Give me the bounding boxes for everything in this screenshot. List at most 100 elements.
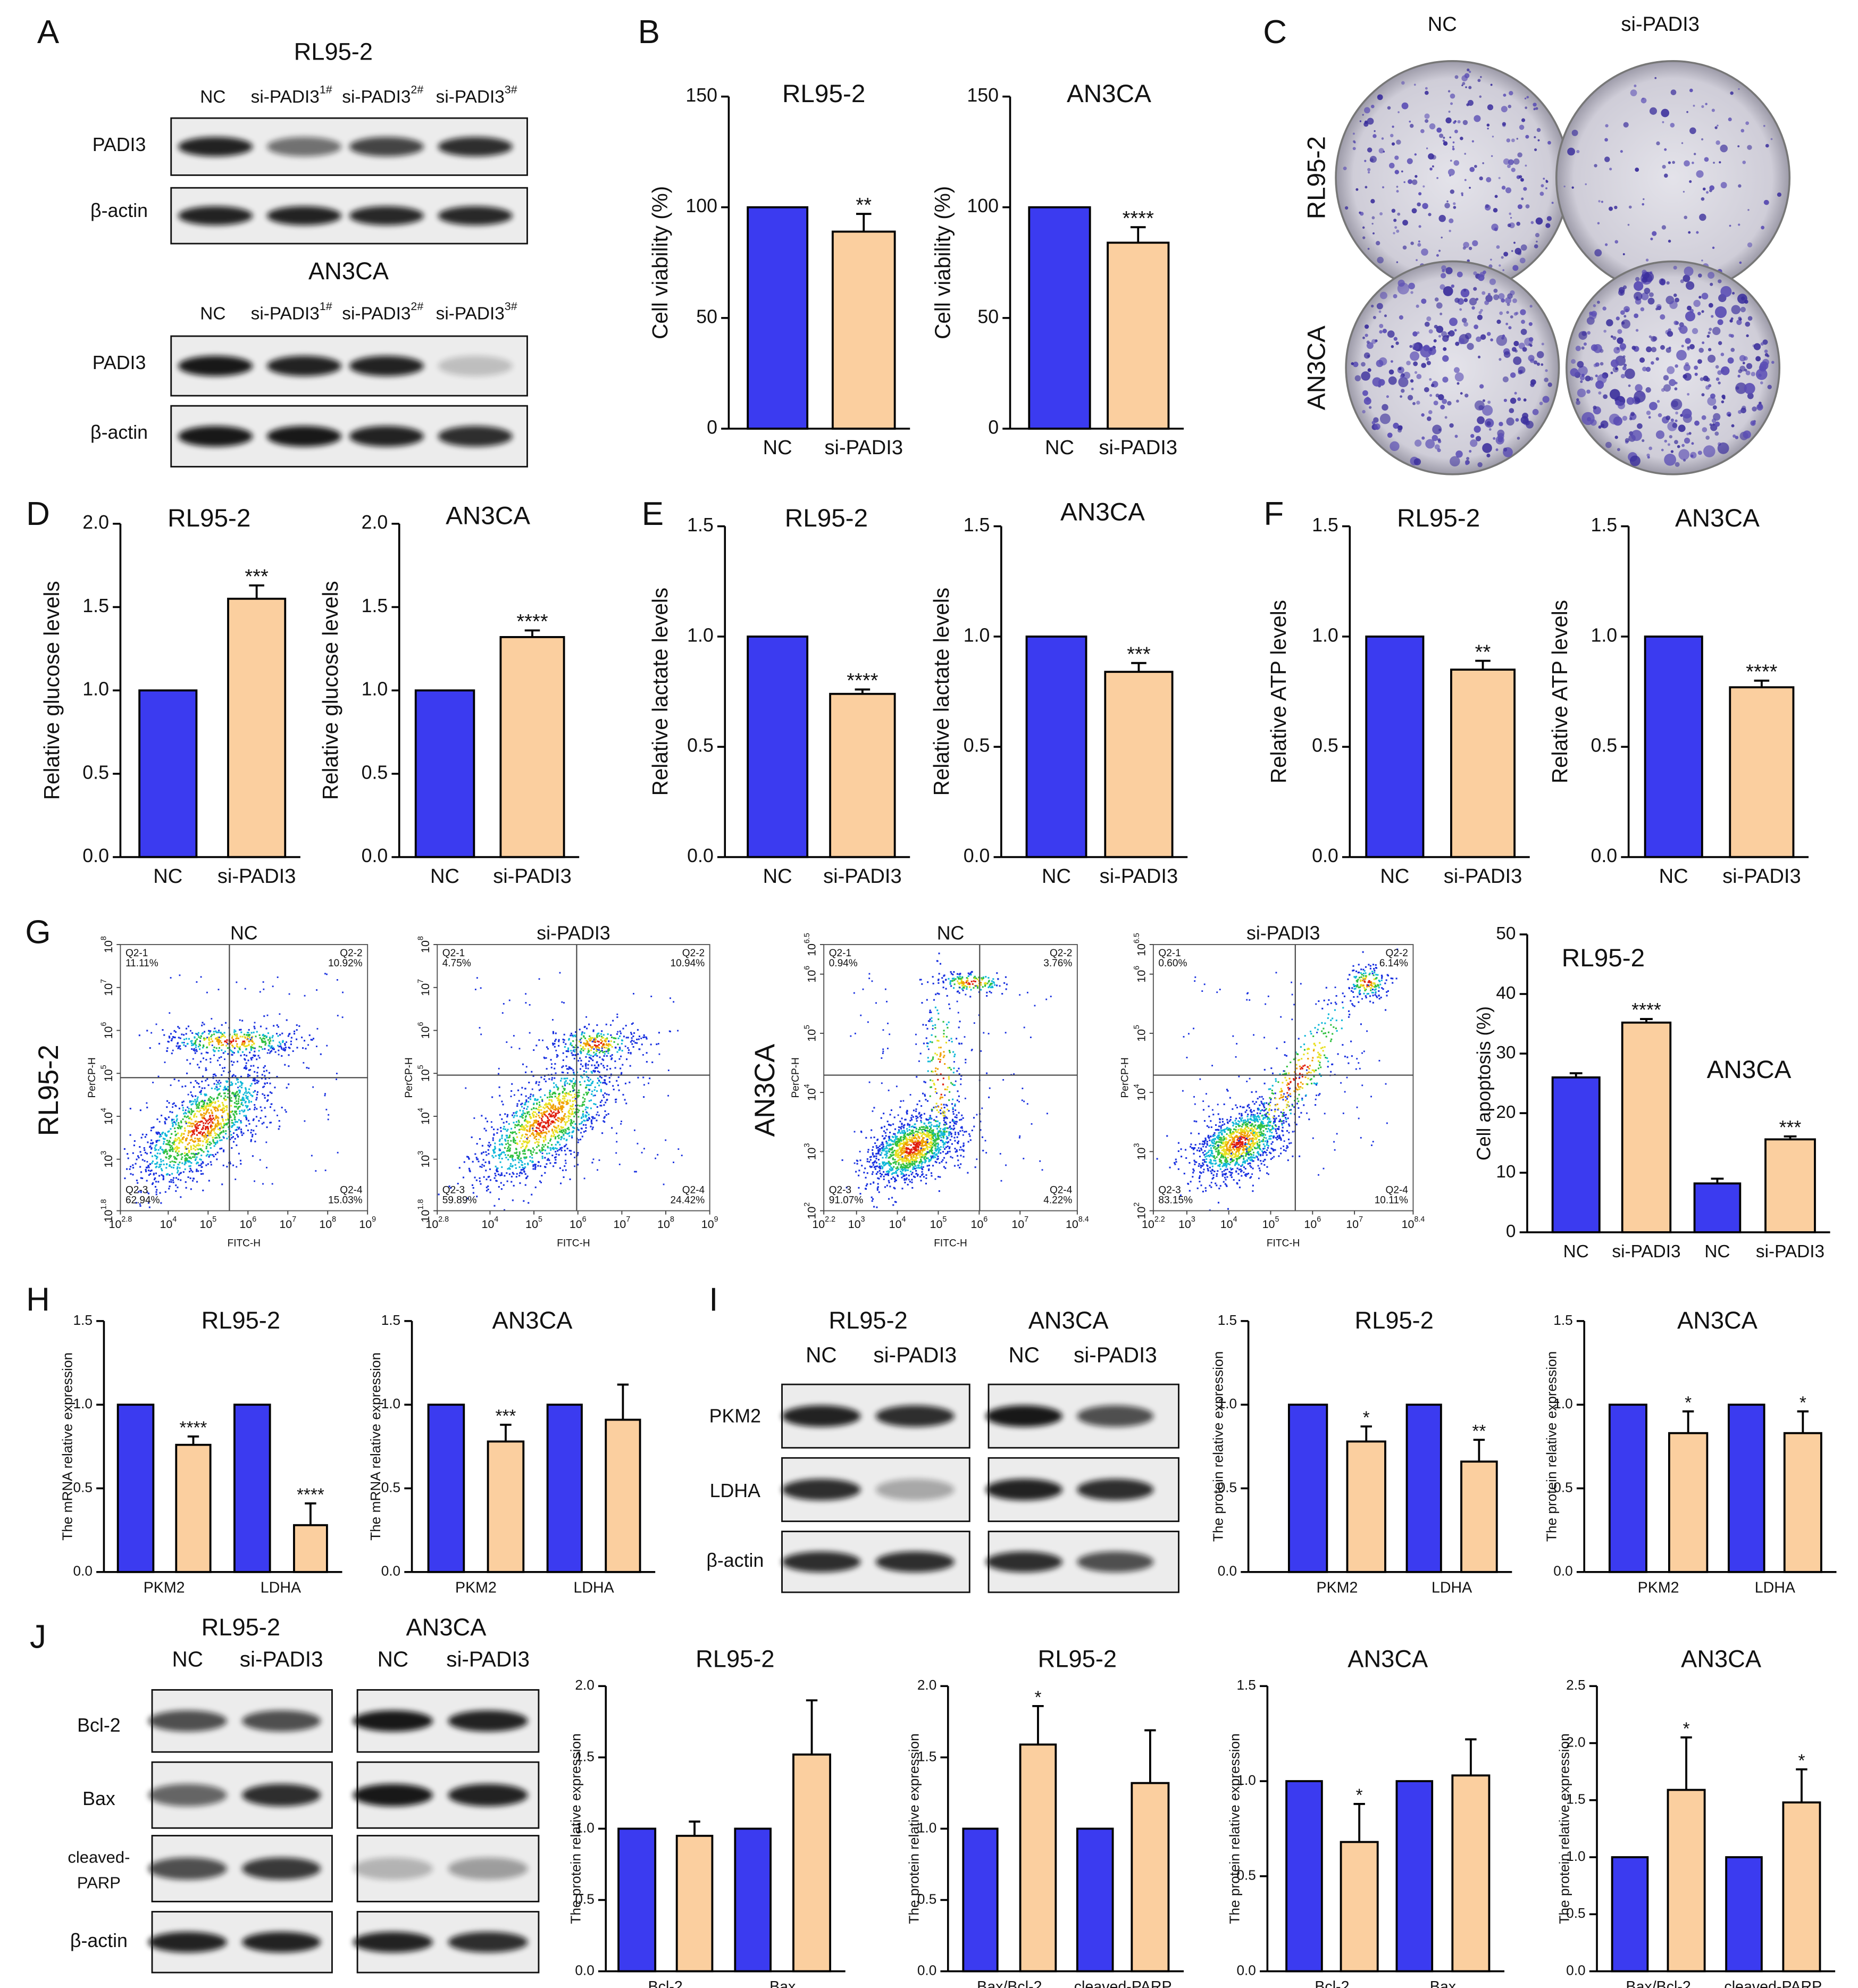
colony-dot — [1474, 164, 1477, 168]
colony-dot — [1708, 354, 1716, 363]
flow-dot — [585, 1056, 587, 1058]
flow-dot — [560, 1149, 563, 1151]
colony-dot — [1368, 171, 1370, 174]
colony-dot — [1486, 453, 1491, 458]
flow-dot — [223, 1070, 225, 1072]
flow-dot — [555, 1108, 557, 1110]
flow-dot — [482, 1151, 484, 1154]
flow-dot — [253, 1043, 255, 1045]
flow-dot — [278, 1120, 280, 1122]
flow-dot — [529, 1156, 531, 1158]
flow-dot — [551, 1147, 554, 1149]
colony-dot — [1469, 187, 1471, 189]
flow-dot — [261, 1038, 263, 1040]
flow-dot — [594, 1054, 596, 1056]
flow-dot — [538, 1139, 540, 1141]
flow-dot — [585, 1065, 587, 1067]
flow-dot — [196, 1110, 198, 1112]
colony-dot — [1546, 216, 1552, 221]
flow-dot — [219, 1137, 221, 1139]
flow-dot — [566, 1056, 568, 1058]
flow-dot — [195, 1044, 197, 1046]
flow-dot — [545, 1057, 547, 1059]
flow-dot — [535, 1138, 538, 1140]
flow-dot — [244, 1109, 246, 1112]
flow-dot — [202, 1107, 205, 1109]
flow-dot — [173, 1141, 175, 1143]
flow-dot — [521, 1125, 523, 1127]
flow-dot — [562, 1105, 564, 1107]
flow-dot — [467, 1156, 470, 1158]
colony-dot — [1600, 362, 1604, 366]
flow-dot — [603, 1117, 605, 1119]
colony-dot — [1533, 103, 1537, 107]
flow-dot — [150, 1130, 152, 1132]
flow-dot — [567, 1112, 570, 1114]
colony-dot — [1387, 330, 1395, 338]
colony-dot — [1414, 371, 1418, 374]
flow-dot — [596, 1062, 598, 1064]
tick-exponent: 5 — [538, 1215, 542, 1224]
flow-dot — [195, 1120, 197, 1122]
colony-dot — [1635, 296, 1639, 299]
flow-dot — [244, 1054, 246, 1056]
flow-dot — [933, 1119, 935, 1121]
flow-dot — [326, 1045, 328, 1047]
colony-dot — [1714, 421, 1720, 427]
flow-dot — [646, 1060, 648, 1063]
flow-dot — [514, 1142, 516, 1144]
flow-dot — [235, 1129, 237, 1131]
flow-dot — [192, 1043, 194, 1045]
panel-letter: G — [25, 914, 51, 950]
flow-dot — [618, 1047, 621, 1049]
quadrant-percent: 4.75% — [442, 958, 471, 969]
flow-dot — [628, 1049, 630, 1051]
flow-dot — [547, 1107, 549, 1109]
flow-dot — [197, 1140, 199, 1142]
colony-dot — [1428, 329, 1433, 334]
colony-dot — [1739, 355, 1746, 362]
flow-dot — [284, 1064, 286, 1066]
flow-dot — [223, 1032, 225, 1034]
flow-dot — [227, 1096, 229, 1098]
colony-dot — [1457, 120, 1461, 124]
flow-dot — [208, 1134, 211, 1137]
colony-dot — [1493, 207, 1498, 213]
flow-dot — [596, 1067, 598, 1069]
tick-exponent: 4 — [416, 1108, 425, 1112]
flow-dot — [203, 1122, 205, 1124]
colony-dot — [1487, 128, 1489, 130]
flow-dot — [232, 1092, 235, 1094]
colony-dot — [1708, 272, 1715, 279]
colony-dot — [1744, 383, 1755, 395]
colony-dot — [1455, 341, 1460, 346]
flow-dot — [208, 1042, 210, 1044]
flow-dot — [523, 1171, 525, 1173]
flow-dot — [214, 1107, 216, 1109]
flow-dot — [231, 1110, 233, 1113]
flow-dot — [898, 1129, 900, 1131]
flow-dot — [491, 1096, 493, 1098]
flow-dot — [220, 1109, 222, 1111]
flow-dot — [643, 1148, 645, 1150]
flow-dot — [230, 1097, 232, 1099]
colony-dot — [1467, 68, 1470, 72]
colony-dot — [1738, 88, 1740, 90]
colony-dot — [1441, 236, 1443, 239]
flow-dot — [919, 1128, 921, 1130]
flow-dot — [213, 1106, 215, 1108]
flow-dot — [177, 1172, 179, 1174]
flow-dot — [553, 1125, 555, 1127]
quadrant-name: Q2-2 — [682, 948, 705, 959]
flow-dot — [579, 1029, 581, 1031]
flow-dot — [541, 1174, 543, 1177]
flow-dot — [591, 1123, 593, 1125]
flow-dot — [545, 1135, 547, 1137]
flow-dot — [633, 1040, 635, 1042]
flow-dot — [526, 1139, 529, 1141]
flow-dot — [550, 1138, 552, 1140]
flow-dot — [590, 1039, 592, 1042]
flow-dot — [156, 1163, 158, 1165]
flow-dot — [188, 1110, 190, 1113]
flow-dot — [555, 1113, 557, 1115]
